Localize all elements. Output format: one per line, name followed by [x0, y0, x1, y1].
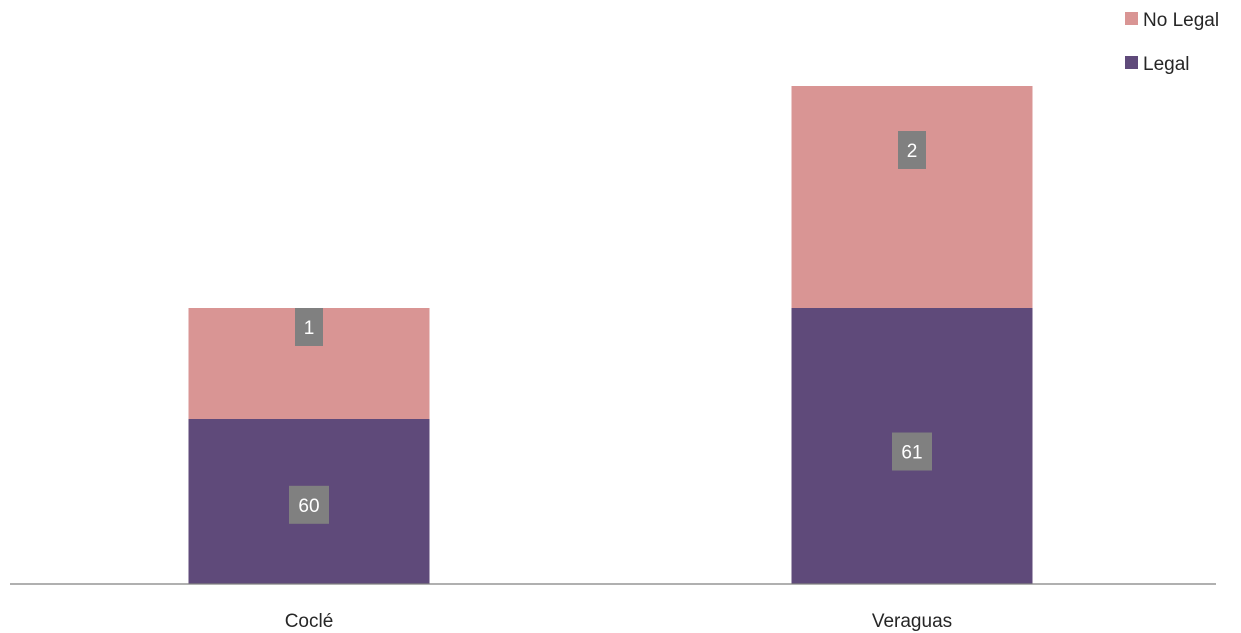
- bar-no-legal-1: [791, 86, 1033, 308]
- category-labels: Coclé Veraguas: [285, 611, 952, 632]
- data-label: 61: [901, 443, 922, 464]
- category-label: Coclé: [285, 611, 334, 632]
- data-label: 2: [907, 141, 918, 162]
- data-label: 1: [304, 318, 315, 339]
- legend-label: Legal: [1143, 54, 1190, 75]
- legend-swatch: [1125, 56, 1138, 69]
- data-label-box: [892, 432, 932, 471]
- legend: No Legal Legal: [1125, 10, 1219, 75]
- legend-swatch: [1125, 12, 1138, 25]
- category-label: Veraguas: [872, 611, 952, 632]
- data-label: 60: [298, 496, 319, 517]
- plot-area: 60 1 61 2: [188, 86, 1033, 584]
- data-label-box: [295, 308, 323, 346]
- legend-label: No Legal: [1143, 10, 1219, 31]
- data-label-box: [289, 485, 329, 524]
- data-label-box: [898, 131, 926, 169]
